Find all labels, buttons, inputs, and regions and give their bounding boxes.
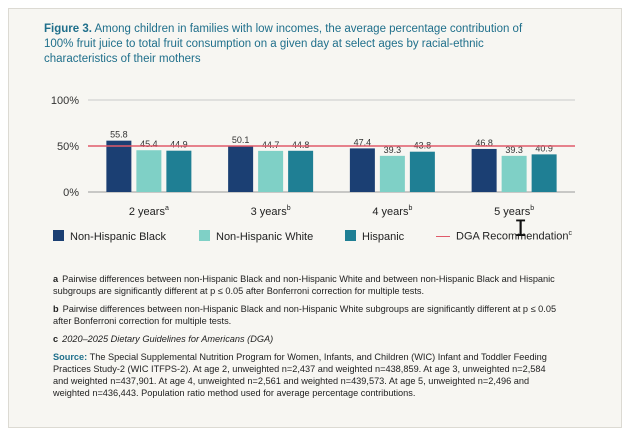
footnote-c: c 2020–2025 Dietary Guidelines for Americ… — [53, 333, 563, 345]
legend-swatch-white — [199, 230, 210, 241]
x-tick-label: 3 yearsb — [251, 205, 291, 218]
source-label: Source: — [53, 352, 88, 362]
footnote-text: Pairwise differences between non-Hispani… — [53, 274, 555, 296]
data-label: 39.3 — [384, 145, 402, 155]
bar — [471, 148, 497, 192]
y-tick-label: 50% — [57, 141, 79, 153]
legend-item-non-hispanic-white: Non-Hispanic White — [199, 230, 313, 243]
bar — [531, 154, 557, 192]
x-tick-superscript: a — [165, 205, 169, 212]
footnote-b: b Pairwise differences between non-Hispan… — [53, 303, 563, 327]
data-label: 39.3 — [505, 145, 523, 155]
legend-item-dga: DGA Recommendationc — [436, 230, 572, 243]
footnotes: a Pairwise differences between non-Hispan… — [53, 273, 563, 405]
bar — [288, 150, 314, 192]
y-tick-label: 0% — [63, 187, 79, 199]
data-label: 47.4 — [354, 137, 372, 147]
bar — [379, 155, 405, 192]
data-label: 50.1 — [232, 135, 250, 145]
legend-label: Hispanic — [362, 231, 405, 243]
bar — [136, 150, 162, 192]
footnote-a: a Pairwise differences between non-Hispan… — [53, 273, 563, 297]
source-text: The Special Supplemental Nutrition Progr… — [53, 352, 547, 398]
legend-label: DGA Recommendation — [456, 230, 569, 243]
bar — [228, 145, 254, 192]
legend-superscript: c — [568, 230, 573, 237]
data-label: 44.9 — [170, 140, 188, 150]
x-tick-superscript: b — [287, 205, 291, 212]
bar — [349, 148, 375, 192]
bar — [258, 150, 284, 192]
x-tick-label: 4 yearsb — [372, 205, 412, 218]
footnote-key: b — [53, 304, 59, 314]
x-tick-superscript: b — [530, 205, 534, 212]
legend-line-dga — [436, 235, 450, 237]
bar — [106, 140, 132, 192]
y-tick-label: 100% — [51, 95, 79, 107]
data-label: 40.9 — [535, 143, 553, 153]
x-tick-superscript: b — [408, 205, 412, 212]
data-label: 44.7 — [262, 140, 280, 150]
data-label: 44.8 — [292, 140, 310, 150]
footnote-key: c — [53, 334, 59, 344]
data-label: 46.8 — [475, 138, 493, 148]
legend-item-hispanic: Hispanic — [345, 230, 404, 243]
footnote-key: a — [53, 274, 59, 284]
legend-swatch-hispanic — [345, 230, 356, 241]
bar — [166, 150, 192, 192]
bar — [501, 155, 527, 192]
text-cursor-icon: I — [514, 217, 528, 242]
figure-title-text: Among children in families with low inco… — [44, 23, 523, 65]
footnote-text: 2020–2025 Dietary Guidelines for America… — [62, 334, 274, 344]
x-tick-label: 5 yearsb — [494, 205, 534, 218]
legend-label: Non-Hispanic White — [216, 231, 314, 243]
data-label: 45.4 — [140, 139, 158, 149]
figure-label: Figure 3. — [44, 23, 92, 35]
x-tick-label: 2 yearsa — [129, 205, 169, 218]
data-label: 55.8 — [110, 130, 128, 140]
figure-panel — [8, 8, 622, 428]
source-note: Source: The Special Supplemental Nutriti… — [53, 351, 563, 399]
figure-title: Figure 3. Among children in families wit… — [44, 22, 544, 67]
legend-swatch-black — [53, 230, 64, 241]
legend-item-non-hispanic-black: Non-Hispanic Black — [53, 230, 166, 243]
legend-label: Non-Hispanic Black — [70, 231, 166, 243]
bar — [409, 151, 435, 192]
footnote-text: Pairwise differences between non-Hispani… — [53, 304, 557, 326]
